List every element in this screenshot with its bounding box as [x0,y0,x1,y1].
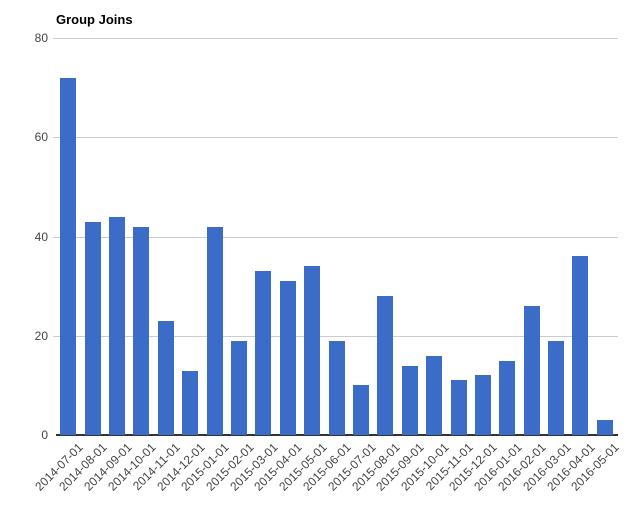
gridline-y60 [53,137,618,139]
bar-2016-05-01[interactable] [596,420,613,435]
gridline-y80 [53,38,618,39]
bar-2014-10-01[interactable] [133,226,150,435]
bar-2014-08-01[interactable] [84,221,101,435]
bar-2015-01-01[interactable] [206,226,223,435]
bar-2015-04-01[interactable] [279,281,296,435]
x-axis-baseline [56,434,618,436]
gridline-y40 [53,236,618,238]
bar-2015-11-01[interactable] [450,380,467,435]
bar-2016-01-01[interactable] [499,360,516,435]
bar-2014-09-01[interactable] [109,216,125,435]
bar-2014-07-01[interactable] [60,77,77,435]
y-axis-tick-label: 60 [34,130,48,145]
bar-2015-10-01[interactable] [426,355,443,435]
bar-2014-12-01[interactable] [182,370,199,435]
bar-2015-03-01[interactable] [255,271,272,435]
bar-2015-02-01[interactable] [230,340,247,435]
bar-2016-03-01[interactable] [548,340,564,435]
bar-2015-12-01[interactable] [474,375,491,435]
bar-2015-07-01[interactable] [352,385,369,435]
bar-2015-08-01[interactable] [377,296,394,435]
chart-title: Group Joins [56,12,133,27]
y-axis-tick-label: 0 [41,428,48,442]
bar-2016-04-01[interactable] [572,256,589,436]
y-axis-tick-label: 20 [34,328,48,343]
y-axis-tick-label: 40 [34,229,48,244]
y-axis-tick-label: 80 [34,31,48,45]
bar-2015-05-01[interactable] [304,266,321,435]
bar-2016-02-01[interactable] [523,306,540,435]
bar-2015-09-01[interactable] [401,365,418,435]
bar-2014-11-01[interactable] [157,320,174,435]
bar-2015-06-01[interactable] [328,340,345,435]
gridline-y20 [53,335,618,337]
